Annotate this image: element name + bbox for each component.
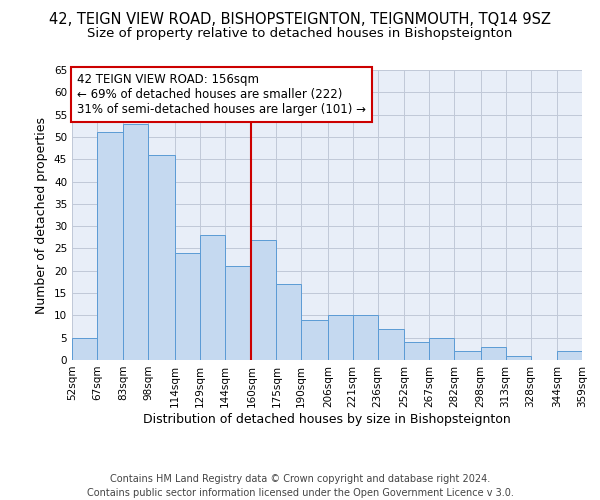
Bar — [454, 351, 481, 360]
Bar — [277, 284, 301, 360]
Text: Contains HM Land Registry data © Crown copyright and database right 2024.
Contai: Contains HM Land Registry data © Crown c… — [86, 474, 514, 498]
Bar — [301, 320, 328, 360]
Bar — [72, 338, 97, 360]
Bar — [148, 155, 175, 360]
Bar — [557, 351, 582, 360]
Bar — [328, 316, 353, 360]
Text: Size of property relative to detached houses in Bishopsteignton: Size of property relative to detached ho… — [88, 28, 512, 40]
Bar — [251, 240, 277, 360]
Text: 42, TEIGN VIEW ROAD, BISHOPSTEIGNTON, TEIGNMOUTH, TQ14 9SZ: 42, TEIGN VIEW ROAD, BISHOPSTEIGNTON, TE… — [49, 12, 551, 28]
Bar — [429, 338, 454, 360]
Bar — [377, 329, 404, 360]
Bar — [353, 316, 377, 360]
Bar — [506, 356, 530, 360]
Text: 42 TEIGN VIEW ROAD: 156sqm
← 69% of detached houses are smaller (222)
31% of sem: 42 TEIGN VIEW ROAD: 156sqm ← 69% of deta… — [77, 73, 366, 116]
X-axis label: Distribution of detached houses by size in Bishopsteignton: Distribution of detached houses by size … — [143, 412, 511, 426]
Bar — [404, 342, 429, 360]
Y-axis label: Number of detached properties: Number of detached properties — [35, 116, 49, 314]
Bar — [481, 346, 506, 360]
Bar — [124, 124, 148, 360]
Bar — [175, 253, 200, 360]
Bar — [200, 235, 225, 360]
Bar — [97, 132, 124, 360]
Bar — [225, 266, 251, 360]
